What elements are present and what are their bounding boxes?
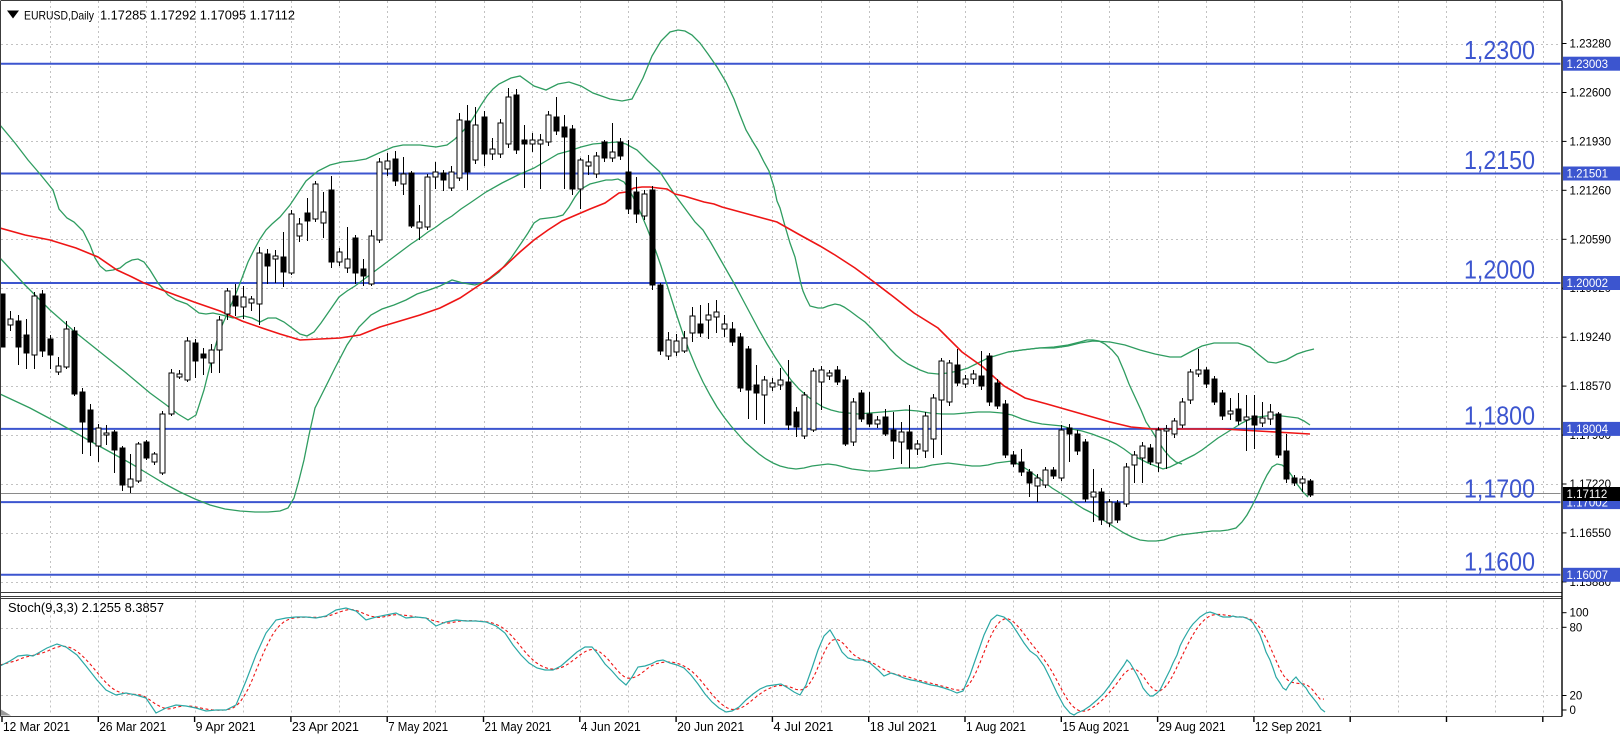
svg-text:1.16550: 1.16550 [1570,528,1612,540]
svg-text:80: 80 [1570,622,1583,634]
svg-text:1.22600: 1.22600 [1570,88,1612,100]
svg-text:29 Aug 2021: 29 Aug 2021 [1159,720,1226,734]
svg-text:0: 0 [1570,705,1576,717]
svg-text:9 Apr 2021: 9 Apr 2021 [196,720,256,734]
svg-text:1,1600: 1,1600 [1464,546,1535,576]
svg-text:1.16007: 1.16007 [1567,570,1609,582]
svg-text:EURUSD,Daily: EURUSD,Daily [24,9,94,23]
svg-text:15 Aug 2021: 15 Aug 2021 [1062,720,1129,734]
svg-text:1,2150: 1,2150 [1464,145,1535,175]
svg-text:23 Apr 2021: 23 Apr 2021 [292,720,359,734]
svg-text:1,2300: 1,2300 [1464,35,1535,65]
svg-text:100: 100 [1570,608,1589,620]
svg-text:4 Jul 2021: 4 Jul 2021 [773,720,833,734]
svg-text:1.21501: 1.21501 [1567,169,1609,181]
svg-text:1.23280: 1.23280 [1570,39,1612,51]
svg-text:1.18004: 1.18004 [1567,424,1609,436]
svg-text:1.21930: 1.21930 [1570,136,1612,148]
svg-text:1,1800: 1,1800 [1464,400,1535,430]
svg-text:Stoch(9,3,3) 2.1255 8.3857: Stoch(9,3,3) 2.1255 8.3857 [8,601,164,615]
svg-text:26 Mar 2021: 26 Mar 2021 [99,720,166,734]
svg-text:1.21260: 1.21260 [1570,185,1612,197]
svg-text:1.20590: 1.20590 [1570,234,1612,246]
svg-text:7 May 2021: 7 May 2021 [388,720,448,734]
svg-text:1.19240: 1.19240 [1570,332,1612,344]
svg-text:1 Aug 2021: 1 Aug 2021 [966,720,1026,734]
svg-text:12 Mar 2021: 12 Mar 2021 [3,720,70,734]
svg-text:18 Jul 2021: 18 Jul 2021 [870,720,937,734]
svg-text:12 Sep 2021: 12 Sep 2021 [1255,720,1322,734]
svg-text:1.17285 1.17292 1.17095 1.1711: 1.17285 1.17292 1.17095 1.17112 [100,9,295,23]
svg-text:20 Jun 2021: 20 Jun 2021 [677,720,744,734]
svg-text:1.17112: 1.17112 [1567,489,1608,501]
svg-text:1,2000: 1,2000 [1464,255,1535,285]
svg-text:20: 20 [1570,691,1583,703]
svg-text:4 Jun 2021: 4 Jun 2021 [581,720,641,734]
svg-text:1.18570: 1.18570 [1570,381,1612,393]
svg-text:21 May 2021: 21 May 2021 [485,720,552,734]
svg-text:1.23003: 1.23003 [1567,59,1609,71]
svg-text:1.20002: 1.20002 [1567,278,1609,290]
svg-text:1,1700: 1,1700 [1464,474,1535,504]
